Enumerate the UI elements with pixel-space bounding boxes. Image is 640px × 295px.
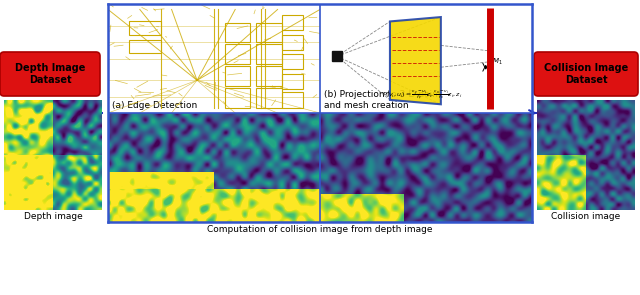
Bar (257, 66, 282, 86)
Bar (225, 22, 250, 42)
Text: Computation of collision image from depth image: Computation of collision image from dept… (207, 225, 433, 234)
Bar (225, 88, 250, 108)
Bar (282, 54, 303, 69)
Bar (282, 74, 303, 89)
Bar (257, 88, 282, 108)
Text: (a) Edge Detection: (a) Edge Detection (112, 101, 197, 110)
Bar (129, 22, 161, 35)
FancyBboxPatch shape (534, 52, 638, 96)
Text: (d) Combining images: (d) Combining images (324, 210, 424, 219)
Bar (282, 92, 303, 108)
Bar (225, 66, 250, 86)
Bar (257, 44, 282, 64)
Bar (282, 15, 303, 30)
Text: (c) Rendering virtual mesh: (c) Rendering virtual mesh (112, 210, 233, 219)
Bar (282, 35, 303, 50)
Text: Collision Image
Dataset: Collision Image Dataset (544, 63, 628, 85)
Text: $P(v_i, u_i) = \frac{c_y - u_i}{f_v} z_i, \frac{c_x - v_i}{f_x} z_i, z_i$: $P(v_i, u_i) = \frac{c_y - u_i}{f_v} z_i… (381, 89, 462, 102)
Text: Depth image: Depth image (24, 212, 83, 221)
Text: (b) Projection to 3-D point
and mesh creation: (b) Projection to 3-D point and mesh cre… (324, 90, 442, 110)
Bar (129, 40, 161, 53)
Polygon shape (390, 17, 441, 104)
Text: $M_1$: $M_1$ (492, 57, 502, 67)
Bar (257, 22, 282, 42)
Text: Depth Image
Dataset: Depth Image Dataset (15, 63, 85, 85)
Bar (225, 44, 250, 64)
FancyBboxPatch shape (0, 52, 100, 96)
Text: Collision image: Collision image (552, 212, 621, 221)
Bar (332, 51, 342, 61)
